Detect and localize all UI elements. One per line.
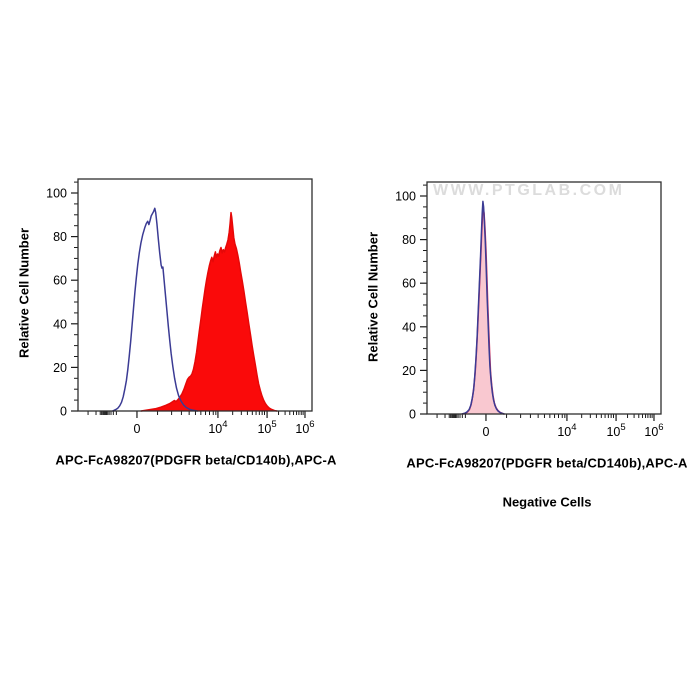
svg-text:104: 104 [557,422,576,439]
svg-text:0: 0 [409,408,416,422]
right-x-axis-title: APC-FcA98207(PDGFR beta/CD140b),APC-A [406,455,688,471]
right-y-axis-title: Relative Cell Number [365,231,381,363]
svg-text:80: 80 [402,233,416,247]
svg-text:105: 105 [606,422,625,439]
svg-text:80: 80 [53,230,67,244]
svg-text:0: 0 [482,425,489,439]
svg-text:105: 105 [257,419,276,436]
left-histogram-chart: 0 20 40 60 80 100 0 104 105 106 [46,178,315,436]
svg-text:20: 20 [402,364,416,378]
svg-text:40: 40 [402,320,416,334]
svg-text:106: 106 [295,419,314,436]
negative-cells-caption: Negative Cells [502,494,592,510]
svg-text:0: 0 [60,405,67,419]
svg-text:0: 0 [133,422,140,436]
svg-text:104: 104 [208,419,227,436]
svg-text:100: 100 [46,187,67,201]
svg-text:100: 100 [395,190,416,204]
right-histogram-chart: 0 20 40 60 80 100 0 104 105 106 [395,181,664,439]
ptglab-watermark: WWW.PTGLAB.COM [433,182,625,199]
svg-text:60: 60 [402,277,416,291]
svg-text:40: 40 [53,317,67,331]
svg-text:106: 106 [644,422,663,439]
left-y-axis-title: Relative Cell Number [16,227,32,359]
svg-text:20: 20 [53,361,67,375]
left-x-axis-title: APC-FcA98207(PDGFR beta/CD140b),APC-A [55,452,337,468]
svg-text:60: 60 [53,274,67,288]
